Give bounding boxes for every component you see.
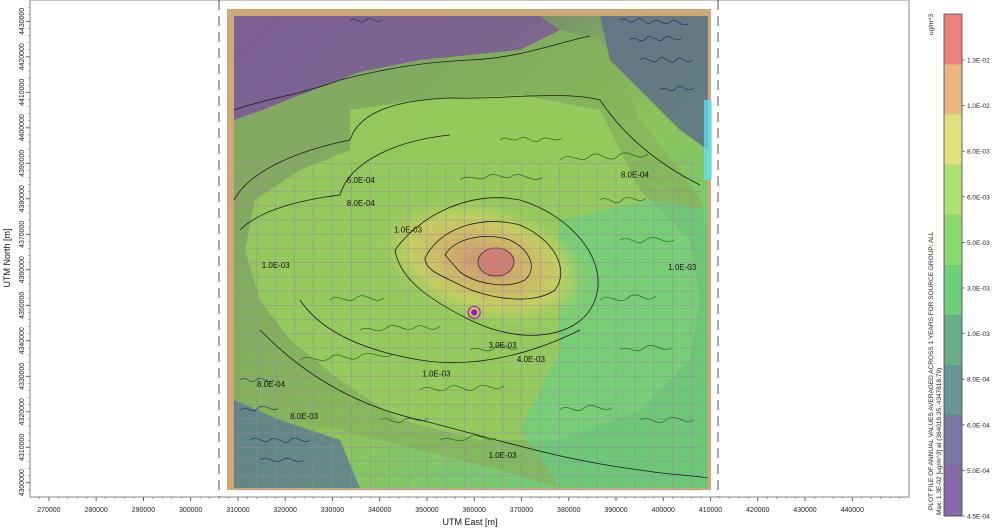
contour-label: 1.0E-03 <box>262 261 291 270</box>
x-tick-label: 430000 <box>793 507 816 514</box>
y-tick-label: 4370000 <box>19 221 26 248</box>
contour-label: 1.0E-03 <box>489 451 518 460</box>
colorbar-tick-label: 6.0E-04 <box>967 422 990 429</box>
colorbar-tick-label: 3.0E-03 <box>967 286 990 293</box>
contour-labels: 6.0E-04 8.0E-04 8.0E-04 1.0E-03 1.0E-03 1.0E-… <box>257 171 697 460</box>
contour-label: 6.0E-04 <box>347 176 376 185</box>
y-tick-label: 4400000 <box>19 114 26 141</box>
east-edge-strip <box>704 100 712 180</box>
y-tick-label: 4300000 <box>19 469 26 496</box>
x-tick-label: 440000 <box>841 507 864 514</box>
colorbar-tick-label: 1.0E-02 <box>967 103 990 110</box>
x-axis-title: UTM East [m] <box>442 517 497 527</box>
colorbar-tick-label: 1.3E-02 <box>967 58 990 65</box>
contour-label: 4.0E-03 <box>517 355 546 364</box>
colorbar-tick-label: 8.0E-04 <box>967 377 990 384</box>
contour-lines <box>233 35 709 479</box>
terrain-contours-dense <box>239 17 695 463</box>
colorbar-unit: ug/m^3 <box>928 13 935 35</box>
colorbar-frame <box>943 13 963 517</box>
colorbar-tick-label: 5.0E-04 <box>967 468 990 475</box>
x-tick-label: 420000 <box>746 507 769 514</box>
colorbar-swatch <box>944 265 962 316</box>
colorbar-swatch <box>944 365 962 417</box>
x-tick-label: 320000 <box>274 507 297 514</box>
x-tick-label: 400000 <box>652 507 675 514</box>
contour-label: 1.0E-03 <box>394 226 423 235</box>
contour-label: 8.0E-04 <box>621 171 650 180</box>
x-tick-label: 340000 <box>368 507 391 514</box>
plume-core <box>477 247 515 277</box>
colorbar-tick-label: 4.5E-04 <box>967 514 990 521</box>
y-axis-title: UTM North [m] <box>2 228 12 287</box>
y-tick-label: 4310000 <box>19 434 26 461</box>
colorbar-tick-label: 5.0E-03 <box>967 240 990 247</box>
x-tick-label: 330000 <box>321 507 344 514</box>
plot-caption: PLOT FILE OF ANNUAL VALUES AVERAGED ACRO… <box>928 231 935 510</box>
y-tick-label: 4390000 <box>19 150 26 177</box>
contour-label: 3.0E-03 <box>489 341 518 350</box>
x-tick-label: 350000 <box>415 507 438 514</box>
x-tick-label: 410000 <box>699 507 722 514</box>
y-tick-label: 4420000 <box>19 43 26 70</box>
low-zone-nw <box>234 16 560 120</box>
x-tick-label: 290000 <box>132 507 155 514</box>
colorbar-swatch <box>944 164 962 216</box>
terrain-contours <box>299 136 695 442</box>
x-tick-label: 360000 <box>463 507 486 514</box>
colorbar-swatch <box>944 214 962 266</box>
x-tick-label: 390000 <box>604 507 627 514</box>
contour-label: 8.0E-04 <box>347 199 376 208</box>
colorbar-swatch <box>944 415 962 467</box>
y-tick-label: 4340000 <box>19 327 26 354</box>
x-axis-ticks: 270000 280000 290000 300000 310000 320000 3300… <box>37 497 900 514</box>
colorbar-tick-label: 1.0E-03 <box>967 331 990 338</box>
contour-label: 1.0E-03 <box>668 263 697 272</box>
contour-label: 8.0E-04 <box>257 380 286 389</box>
colorbar-swatch <box>944 315 962 366</box>
southwest-low <box>234 400 360 488</box>
x-tick-label: 370000 <box>510 507 533 514</box>
northeast-low <box>600 16 708 150</box>
y-axis-ticks: 4300000 4310000 4320000 4330000 4340000 43500… <box>19 6 30 496</box>
colorbar-tick-label: 6.0E-03 <box>967 194 990 201</box>
y-tick-label: 4410000 <box>19 79 26 106</box>
y-tick-label: 4360000 <box>19 256 26 283</box>
colorbar-tick-label: 8.0E-03 <box>967 149 990 156</box>
colorbar-swatch <box>944 64 962 115</box>
y-tick-label: 4320000 <box>19 398 26 425</box>
x-tick-label: 300000 <box>179 507 202 514</box>
x-tick-label: 270000 <box>37 507 60 514</box>
colorbar-swatch <box>944 465 962 517</box>
x-tick-label: 380000 <box>557 507 580 514</box>
max-value-text: Max: 1.3E-02 [ug/m^3] at (364019.35, 434… <box>936 368 943 515</box>
x-tick-label: 310000 <box>226 507 249 514</box>
source-marker <box>467 305 481 319</box>
x-tick-label: 280000 <box>84 507 107 514</box>
contour-label: 1.0E-03 <box>422 369 451 378</box>
y-tick-label: 4380000 <box>19 185 26 212</box>
y-tick-label: 4350000 <box>19 292 26 319</box>
colorbar-swatch <box>944 14 962 65</box>
y-tick-label: 4430000 <box>19 8 26 35</box>
colorbar-swatch <box>944 114 962 166</box>
contour-label: 8.0E-03 <box>290 412 319 421</box>
y-tick-label: 4330000 <box>19 363 26 390</box>
colorbar: 1.3E-02 1.0E-02 8.0E-03 6.0E-03 5.0E-03 3.0E-… <box>928 13 990 520</box>
